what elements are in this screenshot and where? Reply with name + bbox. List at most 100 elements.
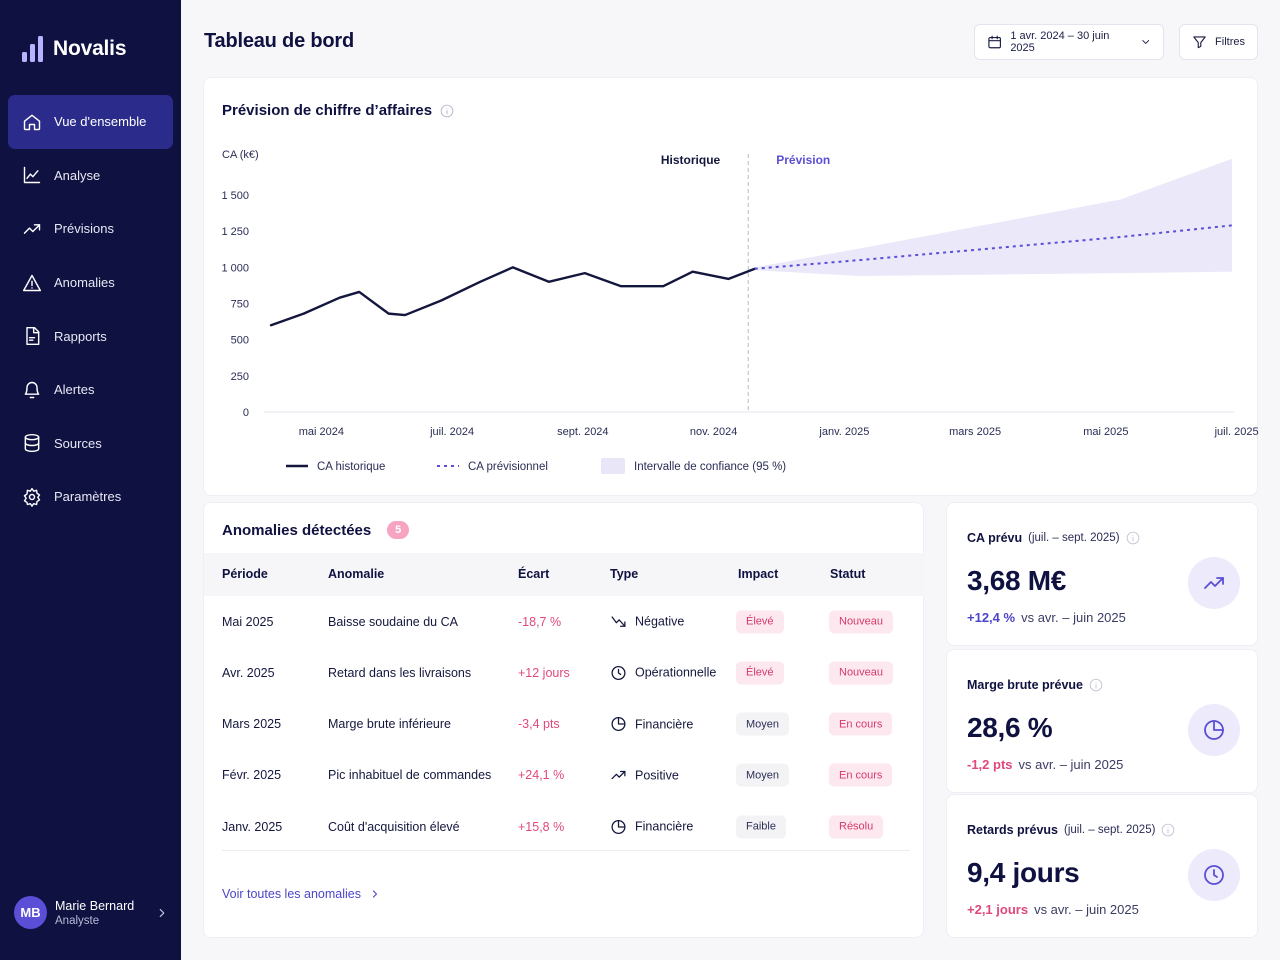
kpi-title-sub: (juil. – sept. 2025)	[1028, 532, 1120, 544]
col-impact[interactable]: Impact	[738, 567, 779, 581]
kpi-card-retards: Retards prévus (juil. – sept. 2025) 9,4 …	[946, 794, 1258, 938]
x-tick-label: janv. 2025	[818, 426, 869, 438]
col-type[interactable]: Type	[610, 567, 639, 581]
filters-label: Filtres	[1215, 36, 1245, 48]
col-ecart[interactable]: Écart	[518, 567, 550, 581]
nav-label: Rapports	[54, 328, 107, 344]
main-nav: Vue d'ensemble Analyse Prévisions Anomal…	[8, 95, 173, 524]
kpi-value: 9,4 jours	[967, 857, 1080, 888]
status-badge: En cours	[829, 712, 893, 736]
cell-anomalie: Marge brute inférieure	[328, 717, 451, 732]
kpi-title-sub: (juil. – sept. 2025)	[1064, 824, 1156, 836]
trend-up-icon	[23, 224, 41, 234]
impact-badge: Moyen	[736, 763, 790, 787]
impact-badge: Moyen	[736, 712, 790, 736]
cell-type-label: Financière	[635, 819, 694, 834]
warning-icon	[22, 274, 42, 291]
cell-anomalie: Coût d'acquisition élevé	[328, 819, 460, 834]
cell-type-label: Positive	[635, 768, 679, 783]
info-icon[interactable]	[440, 104, 454, 118]
sidebar: Novalis Vue d'ensemble Analyse Prévision…	[0, 0, 181, 960]
cell-ecart: +12 jours	[518, 665, 570, 680]
filters-button[interactable]: Filtres	[1179, 24, 1258, 60]
home-icon	[23, 114, 41, 131]
filter-icon	[1193, 36, 1206, 49]
bell-icon	[24, 381, 40, 398]
y-tick-label: 500	[231, 335, 249, 347]
kpi-delta: +2,1 jours	[967, 902, 1029, 917]
cell-periode: Avr. 2025	[222, 665, 275, 680]
nav-label: Alertes	[54, 382, 95, 398]
table-header: Période Anomalie Écart Type Impact Statu…	[204, 553, 925, 596]
chevron-right-icon	[372, 890, 378, 898]
nav-item-rapports[interactable]: Rapports	[8, 309, 173, 363]
cell-periode: Mai 2025	[222, 614, 274, 629]
kpi-icon-wrap	[1188, 557, 1240, 609]
prevision-label: Prévision	[776, 153, 830, 167]
date-range-picker[interactable]: 1 avr. 2024 – 30 juin 2025	[974, 24, 1164, 60]
nav-label: Anomalies	[54, 275, 115, 291]
nav-item-parametres[interactable]: Paramètres	[8, 470, 173, 524]
kpi-compare: vs avr. – juin 2025	[1021, 610, 1126, 625]
nav-item-previsions[interactable]: Prévisions	[8, 202, 173, 256]
table-row[interactable]: Mai 2025 Baisse soudaine du CA -18,7 % Néga…	[204, 596, 925, 647]
kpi-value: 3,68 M€	[967, 565, 1067, 596]
anomalies-count-badge: 5	[387, 521, 410, 539]
nav-item-anomalies[interactable]: Anomalies	[8, 256, 173, 310]
legend-swatch-band	[601, 458, 625, 474]
forecast-card: Prévision de chiffre d’affaires CA (k€) 0…	[203, 77, 1259, 496]
x-tick-label: mai 2025	[1083, 426, 1128, 438]
kpi-delta: -1,2 pts	[967, 757, 1013, 772]
kpi-icon-wrap	[1188, 849, 1240, 901]
y-tick-label: 250	[231, 371, 249, 383]
see-all-anomalies-link[interactable]: Voir toutes les anomalies	[222, 887, 381, 901]
avatar: MB	[14, 896, 47, 929]
y-tick-label: 0	[243, 407, 249, 419]
cell-type: Négative	[610, 613, 684, 630]
brand[interactable]: Novalis	[22, 36, 127, 62]
kpi-compare: vs avr. – juin 2025	[1034, 902, 1139, 917]
cell-anomalie: Baisse soudaine du CA	[328, 614, 458, 629]
chevron-right-icon	[159, 908, 165, 917]
table-row[interactable]: Mars 2025 Marge brute inférieure -3,4 pts F…	[204, 699, 925, 750]
table-row[interactable]: Avr. 2025 Retard dans les livraisons +12 j…	[204, 647, 925, 698]
info-icon[interactable]	[1161, 823, 1175, 837]
table-row[interactable]: Févr. 2025 Pic inhabituel de commandes +24…	[204, 750, 925, 801]
col-periode[interactable]: Période	[222, 567, 268, 581]
cell-anomalie: Retard dans les livraisons	[328, 665, 472, 680]
table-row[interactable]: Janv. 2025 Coût d'acquisition élevé +15,8 …	[204, 801, 925, 852]
anomalies-title-row: Anomalies détectées 5	[222, 521, 410, 539]
info-icon[interactable]	[1126, 531, 1140, 545]
kpi-icon-wrap	[1188, 704, 1240, 756]
user-name: Marie Bernard	[55, 898, 135, 913]
kpi-title: CA prévu (juil. – sept. 2025)	[967, 531, 1140, 545]
pie-icon	[1204, 720, 1224, 740]
x-tick-label: sept. 2024	[557, 426, 608, 438]
info-icon[interactable]	[1089, 678, 1103, 692]
legend-label: CA prévisionnel	[468, 461, 548, 473]
table-divider	[222, 850, 910, 851]
y-tick-label: 1 500	[221, 190, 249, 202]
cell-periode: Févr. 2025	[222, 768, 282, 783]
kpi-title-main: CA prévu	[967, 531, 1023, 545]
confidence-band	[754, 158, 1232, 277]
nav-item-analyse[interactable]: Analyse	[8, 149, 173, 203]
user-menu[interactable]: MB Marie Bernard Analyste	[14, 896, 169, 929]
trend-up-icon	[1204, 577, 1224, 589]
nav-item-alertes[interactable]: Alertes	[8, 363, 173, 417]
x-tick-label: juil. 2024	[429, 426, 474, 438]
col-statut[interactable]: Statut	[830, 567, 866, 581]
kpi-card-ca: CA prévu (juil. – sept. 2025) 3,68 M€ +1…	[946, 502, 1258, 646]
see-all-label: Voir toutes les anomalies	[222, 887, 361, 901]
cell-type-label: Financière	[635, 717, 694, 732]
nav-item-overview[interactable]: Vue d'ensemble	[8, 95, 173, 149]
database-icon	[24, 434, 40, 453]
historique-label: Historique	[661, 153, 721, 167]
date-range-label: 1 avr. 2024 – 30 juin 2025	[1010, 30, 1110, 54]
status-badge: En cours	[829, 763, 893, 787]
cell-type: Financière	[610, 818, 693, 835]
nav-item-sources[interactable]: Sources	[8, 417, 173, 471]
nav-label: Prévisions	[54, 221, 114, 237]
col-anomalie[interactable]: Anomalie	[328, 567, 385, 581]
kpi-delta: +12,4 %	[967, 610, 1016, 625]
